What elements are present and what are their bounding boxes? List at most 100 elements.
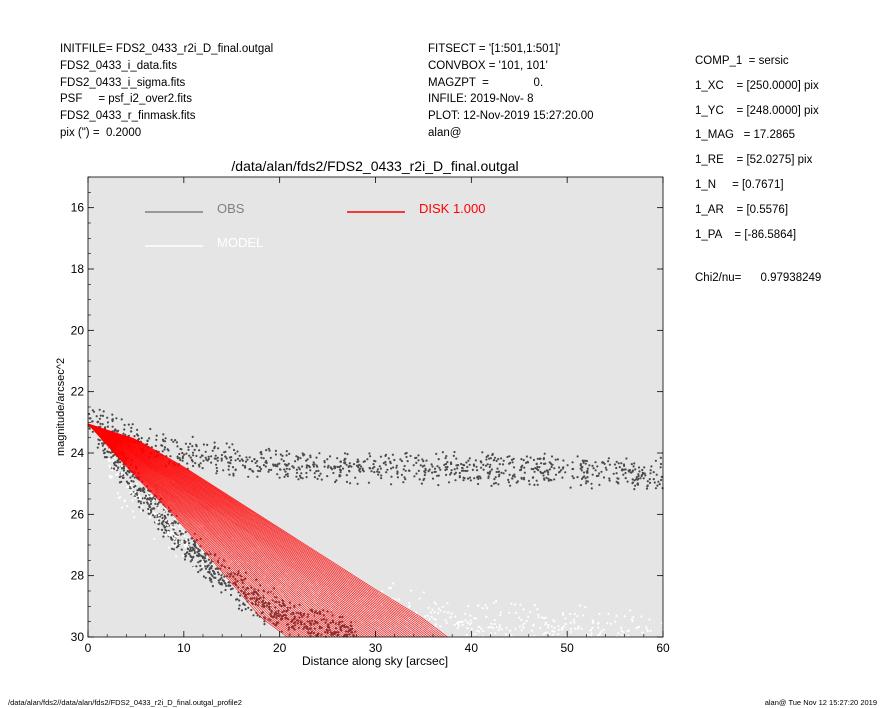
data-point [484, 604, 487, 607]
data-point [491, 453, 494, 457]
disk-series [87, 423, 448, 638]
data-point [550, 625, 553, 628]
data-point [161, 516, 164, 520]
data-point [285, 467, 288, 470]
data-point [187, 448, 190, 451]
data-point [402, 468, 405, 471]
data-point [173, 520, 176, 523]
disk-curve [87, 423, 403, 638]
data-point [563, 625, 566, 628]
data-point [207, 558, 210, 561]
data-point [492, 459, 495, 462]
data-point [339, 474, 342, 477]
data-point [465, 461, 468, 464]
data-point [384, 454, 387, 457]
data-point [586, 469, 589, 472]
data-point [98, 408, 101, 411]
data-point [539, 470, 542, 473]
data-point [156, 503, 159, 506]
data-point [457, 624, 460, 628]
data-point [564, 617, 567, 620]
data-point [533, 634, 536, 637]
data-point [582, 461, 585, 464]
data-point [326, 466, 329, 469]
data-point [185, 542, 188, 545]
data-point [519, 468, 523, 471]
data-point [139, 502, 143, 505]
data-point [224, 588, 227, 592]
data-point [380, 474, 383, 477]
data-point [153, 511, 156, 514]
data-point [172, 522, 175, 525]
data-point [170, 538, 173, 541]
data-point [537, 613, 540, 616]
data-point [265, 461, 268, 464]
data-point [202, 575, 205, 578]
disk-curve [87, 423, 445, 638]
data-point [346, 453, 349, 456]
data-point [154, 497, 157, 501]
data-point [152, 507, 155, 510]
data-point [502, 472, 505, 475]
data-point [592, 467, 595, 470]
data-point [602, 628, 606, 631]
data-point [339, 471, 342, 474]
data-point [115, 473, 118, 476]
data-point [141, 509, 145, 512]
data-point [423, 473, 426, 477]
data-point [638, 470, 641, 473]
disk-curve [87, 423, 387, 638]
header-right-line: 1_PA = [-86.5864] [695, 228, 797, 241]
data-point [309, 456, 312, 459]
x-tick-label: 50 [560, 641, 574, 655]
data-point [590, 634, 593, 637]
data-point [608, 477, 611, 480]
data-point [536, 457, 539, 460]
data-point [185, 539, 188, 542]
data-point [523, 466, 526, 469]
data-point [148, 492, 151, 495]
header-mid-line: alan@ [428, 126, 462, 139]
data-point [356, 458, 359, 461]
data-point [429, 611, 432, 614]
data-point [569, 613, 572, 616]
data-point [626, 634, 630, 637]
data-point [392, 466, 395, 469]
data-point [181, 459, 184, 462]
data-point [562, 459, 565, 462]
data-point [348, 470, 351, 473]
data-point [106, 421, 109, 424]
data-point [534, 467, 537, 470]
data-point [184, 545, 187, 549]
data-point [223, 451, 226, 454]
data-point [362, 470, 365, 473]
data-point [127, 434, 130, 437]
data-point [296, 458, 299, 461]
data-point [431, 608, 434, 611]
data-point [96, 446, 99, 449]
data-point [490, 625, 493, 629]
data-point [497, 483, 500, 486]
data-point [156, 521, 160, 524]
data-point [176, 544, 180, 548]
data-point [505, 626, 508, 629]
data-point [108, 451, 111, 454]
data-point [155, 438, 158, 441]
data-point [436, 474, 439, 477]
data-point [622, 473, 625, 476]
data-point [605, 468, 608, 471]
data-point [481, 451, 484, 454]
data-point [537, 616, 540, 619]
data-point [436, 465, 439, 468]
disk-curve [87, 423, 411, 638]
data-point [603, 462, 606, 465]
disk-curve [87, 423, 317, 638]
data-point [226, 579, 229, 582]
data-point [303, 453, 306, 456]
data-point [243, 465, 247, 468]
data-point [415, 611, 418, 614]
data-point [654, 459, 658, 462]
data-point [263, 620, 266, 623]
data-point [130, 430, 133, 433]
data-point [117, 429, 120, 432]
